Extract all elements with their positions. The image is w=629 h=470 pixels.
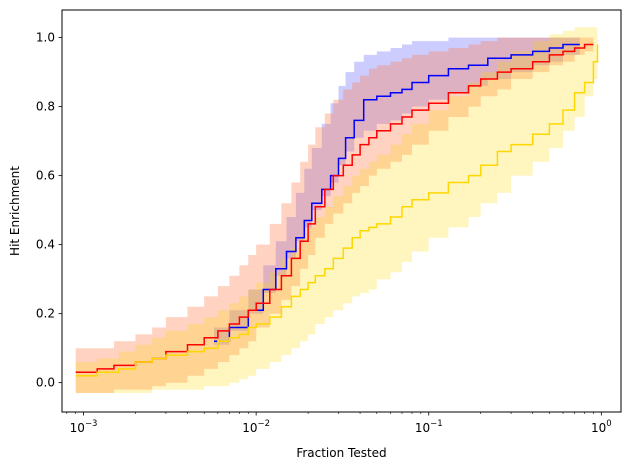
y-tick-label: 0.6 [36, 169, 55, 183]
y-axis-label: Hit Enrichment [8, 166, 22, 256]
x-axis-label: Fraction Tested [296, 446, 386, 460]
confidence-band-2 [75, 27, 598, 394]
series-lines [75, 43, 599, 377]
x-axis: 10−3 10−2 10−1 100 [66, 412, 612, 435]
x-tick-base: 10 [242, 421, 257, 435]
y-tick-label: 0.2 [36, 307, 55, 321]
x-tick-base: 10 [70, 421, 85, 435]
y-tick-label: 0.4 [36, 238, 55, 252]
x-tick-label: 10−1 [415, 419, 443, 435]
x-tick-label: 100 [591, 419, 612, 435]
x-tick-exponent: −2 [258, 419, 271, 429]
series-line-1 [75, 43, 594, 374]
plot-frame [61, 9, 622, 413]
confidence-bands [75, 27, 598, 394]
x-tick-label: 10−3 [70, 419, 98, 435]
x-tick-base: 10 [591, 421, 606, 435]
confidence-band-1 [75, 37, 594, 393]
y-tick-label: 0.8 [36, 100, 55, 114]
series-line-0 [214, 43, 580, 343]
x-tick-exponent: 0 [606, 419, 611, 429]
x-tick-exponent: −1 [430, 419, 443, 429]
x-tick-label: 10−2 [242, 419, 270, 435]
y-tick-label: 1.0 [36, 31, 55, 45]
series-line-2 [75, 44, 599, 377]
x-tick-exponent: −3 [85, 419, 98, 429]
y-axis: 0.0 0.2 0.4 0.6 0.8 1.0 [36, 31, 62, 390]
y-tick-label: 0.0 [36, 376, 55, 390]
confidence-band-0 [214, 37, 580, 356]
x-tick-base: 10 [415, 421, 430, 435]
